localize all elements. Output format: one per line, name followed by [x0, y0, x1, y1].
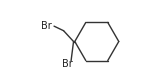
Text: Br: Br	[41, 21, 52, 31]
Text: Br: Br	[62, 59, 73, 69]
